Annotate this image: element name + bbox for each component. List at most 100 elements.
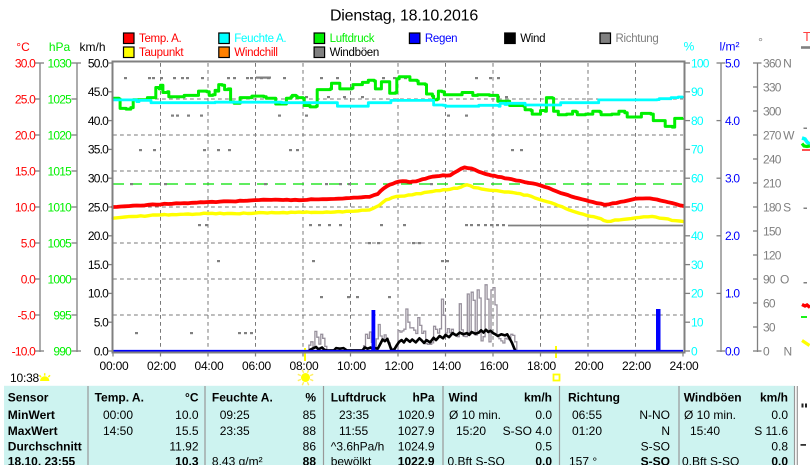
svg-text:50.0: 50.0: [88, 56, 109, 70]
svg-text:300: 300: [763, 104, 782, 118]
svg-text:N: N: [784, 344, 793, 358]
svg-text:°C: °C: [16, 40, 30, 54]
svg-text:1005: 1005: [48, 236, 73, 250]
svg-text:0.8: 0.8: [771, 440, 788, 454]
svg-text:10.0: 10.0: [15, 200, 36, 214]
svg-text:1030: 1030: [48, 56, 73, 70]
svg-text:120: 120: [763, 248, 782, 262]
svg-text:30: 30: [763, 320, 776, 334]
svg-text:l/m²: l/m²: [720, 40, 740, 54]
svg-text:Taupunkt: Taupunkt: [139, 47, 184, 59]
svg-text:bewölkt: bewölkt: [331, 455, 372, 465]
svg-text:Luftdruck: Luftdruck: [330, 33, 375, 45]
svg-text:10:38: 10:38: [10, 371, 40, 385]
svg-text:Luftdruck: Luftdruck: [331, 390, 387, 404]
svg-text:20.0: 20.0: [88, 229, 109, 243]
svg-text:30: 30: [691, 258, 704, 272]
svg-text:25.0: 25.0: [15, 92, 36, 106]
svg-text:N: N: [661, 424, 670, 438]
svg-text:85: 85: [303, 408, 317, 422]
svg-text:Temp. A.: Temp. A.: [139, 33, 181, 45]
svg-text:100: 100: [691, 56, 710, 70]
svg-text:0.0: 0.0: [21, 272, 36, 286]
svg-text:23:35: 23:35: [220, 424, 250, 438]
svg-text:0.5: 0.5: [535, 440, 552, 454]
svg-text:0.0: 0.0: [94, 344, 109, 358]
svg-text:1000: 1000: [48, 272, 73, 286]
svg-text:80: 80: [691, 114, 704, 128]
svg-text:60: 60: [691, 172, 704, 186]
svg-text:^3.6hPa/h: ^3.6hPa/h: [331, 440, 385, 454]
svg-text:1024.9: 1024.9: [398, 440, 435, 454]
svg-text:150: 150: [763, 224, 782, 238]
svg-text:2.0: 2.0: [725, 229, 740, 243]
svg-text:4.0: 4.0: [725, 114, 740, 128]
svg-text:88: 88: [303, 424, 317, 438]
svg-text:11.92: 11.92: [169, 440, 198, 454]
svg-text:Richtung: Richtung: [616, 33, 659, 45]
svg-text:%: %: [684, 40, 695, 54]
svg-text:270 W: 270 W: [763, 128, 795, 142]
svg-text:23:35: 23:35: [339, 408, 369, 422]
svg-text:Dienstag, 18.10.2016: Dienstag, 18.10.2016: [330, 8, 478, 25]
svg-text:14:50: 14:50: [103, 424, 133, 438]
svg-text:18.10, 23:55: 18.10, 23:55: [8, 455, 76, 465]
svg-text:15:40: 15:40: [690, 424, 720, 438]
svg-text:30.0: 30.0: [88, 172, 109, 186]
svg-text:Temp. A.: Temp. A.: [95, 390, 144, 404]
svg-text:18:00: 18:00: [527, 359, 557, 373]
svg-text:25.0: 25.0: [88, 200, 109, 214]
svg-text:995: 995: [53, 308, 72, 322]
svg-text:km/h: km/h: [760, 390, 788, 404]
svg-text:Regen: Regen: [425, 33, 457, 45]
svg-text:-10.0: -10.0: [12, 344, 36, 358]
svg-text:1015: 1015: [48, 164, 73, 178]
svg-text:O: O: [780, 272, 789, 286]
svg-text:20: 20: [691, 287, 704, 301]
svg-text:Wind: Wind: [449, 390, 478, 404]
svg-text:S-SO 4.0: S-SO 4.0: [503, 424, 553, 438]
svg-text:1010: 1010: [48, 200, 73, 214]
svg-text:Windchill: Windchill: [234, 47, 277, 59]
svg-text:°: °: [758, 35, 763, 49]
svg-text:T: T: [803, 29, 810, 44]
svg-text:Feuchte A.: Feuchte A.: [234, 33, 286, 45]
svg-text:15.5: 15.5: [175, 424, 199, 438]
svg-text:Ø 10 min.: Ø 10 min.: [449, 408, 501, 422]
svg-text:157 °: 157 °: [569, 455, 597, 465]
svg-text:10.3: 10.3: [175, 455, 199, 465]
svg-text:11:55: 11:55: [339, 424, 368, 438]
svg-text:1.0: 1.0: [725, 287, 740, 301]
svg-text:1022.9: 1022.9: [398, 455, 435, 465]
svg-text:MinWert: MinWert: [8, 408, 55, 422]
svg-text:5.0: 5.0: [725, 56, 740, 70]
svg-text:0: 0: [763, 344, 770, 358]
svg-text:06:00: 06:00: [242, 359, 272, 373]
svg-text:88: 88: [303, 455, 317, 465]
svg-text:60: 60: [763, 296, 776, 310]
svg-text:30.0: 30.0: [15, 56, 36, 70]
svg-text:°C: °C: [185, 390, 199, 404]
svg-text:Wind: Wind: [520, 33, 545, 45]
svg-text:Windböen: Windböen: [330, 47, 379, 59]
svg-text:10.0: 10.0: [175, 408, 199, 422]
svg-text:15.0: 15.0: [15, 164, 36, 178]
svg-text:5.0: 5.0: [94, 316, 109, 330]
svg-text:Sensor: Sensor: [8, 390, 49, 404]
svg-text:04:00: 04:00: [194, 359, 224, 373]
svg-text:1027.9: 1027.9: [398, 424, 435, 438]
svg-text:S-SO: S-SO: [641, 455, 670, 465]
svg-text:10:00: 10:00: [337, 359, 367, 373]
svg-text:1020.9: 1020.9: [398, 408, 435, 422]
svg-text:%: %: [305, 390, 316, 404]
svg-text:1020: 1020: [48, 128, 73, 142]
svg-text:06:55: 06:55: [572, 408, 602, 422]
svg-text:22:00: 22:00: [622, 359, 652, 373]
svg-text:16:00: 16:00: [479, 359, 509, 373]
svg-text:20.0: 20.0: [15, 128, 36, 142]
svg-text:S 11.6: S 11.6: [754, 424, 788, 438]
svg-text:40: 40: [691, 229, 704, 243]
svg-text:02:00: 02:00: [147, 359, 177, 373]
svg-text:90: 90: [691, 85, 704, 99]
svg-text:Windböen: Windböen: [684, 390, 742, 404]
